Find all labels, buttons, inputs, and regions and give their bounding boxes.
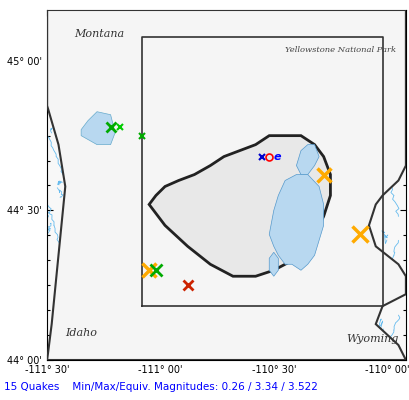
Polygon shape	[149, 136, 330, 276]
Text: Idaho: Idaho	[65, 328, 97, 338]
Text: e: e	[273, 152, 281, 162]
Polygon shape	[81, 112, 115, 145]
Polygon shape	[269, 252, 278, 276]
Text: Wyoming: Wyoming	[346, 334, 398, 344]
Text: Montana: Montana	[74, 29, 124, 39]
Polygon shape	[269, 174, 323, 270]
Text: 15 Quakes    Min/Max/Equiv. Magnitudes: 0.26 / 3.34 / 3.522: 15 Quakes Min/Max/Equiv. Magnitudes: 0.2…	[4, 382, 317, 392]
Polygon shape	[296, 145, 318, 174]
Text: Yellowstone National Park: Yellowstone National Park	[284, 46, 395, 54]
Polygon shape	[47, 10, 405, 360]
